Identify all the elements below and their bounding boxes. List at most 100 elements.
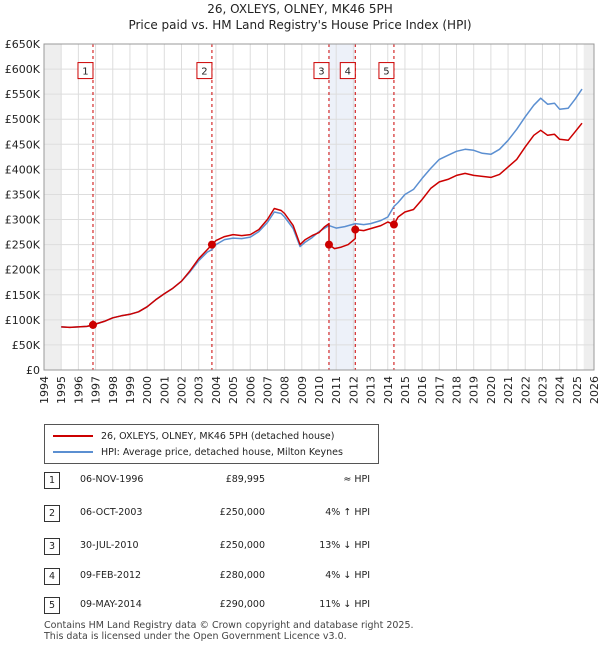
sale-marker-label: 4: [345, 67, 351, 78]
y-tick-label: £650K: [5, 38, 41, 51]
x-tick-label: 2002: [176, 376, 189, 404]
chart-subtitle: Price paid vs. HM Land Registry's House …: [128, 18, 472, 32]
sale-date: 09-FEB-2012: [80, 570, 142, 581]
no-data-region-right: [583, 44, 594, 370]
x-tick-label: 2010: [313, 376, 326, 404]
y-tick-label: £600K: [5, 63, 41, 76]
sale-row: 1 06-NOV-1996 £89,995 ≈ HPI: [0, 472, 600, 490]
y-tick-label: £100K: [5, 314, 41, 327]
sale-price: £280,000: [219, 570, 265, 581]
no-data-region-left: [44, 44, 62, 370]
sale-date: 09-MAY-2014: [80, 599, 142, 610]
x-tick-label: 2007: [261, 376, 274, 404]
sale-hpi-comparison: 13% ↓ HPI: [319, 540, 370, 551]
footer: Contains HM Land Registry data © Crown c…: [44, 620, 414, 642]
x-tick-label: 1999: [124, 376, 137, 404]
sale-number-badge: 1: [44, 472, 60, 489]
x-tick-label: 2005: [227, 376, 240, 404]
sale-hpi-comparison: 4% ↓ HPI: [325, 570, 370, 581]
x-tick-label: 2011: [330, 376, 343, 404]
x-tick-label: 1997: [90, 376, 103, 404]
sale-number-badge: 3: [44, 538, 60, 555]
x-tick-label: 2013: [365, 376, 378, 404]
legend-entry-hpi: HPI: Average price, detached house, Milt…: [53, 445, 343, 459]
x-tick-label: 1994: [38, 376, 51, 404]
x-tick-label: 1995: [55, 376, 68, 404]
x-tick-label: 2000: [141, 376, 154, 404]
y-tick-label: £450K: [5, 138, 41, 151]
sale-point: [207, 240, 216, 249]
y-tick-label: £500K: [5, 113, 41, 126]
x-tick-label: 1996: [72, 376, 85, 404]
footer-copyright: Contains HM Land Registry data © Crown c…: [44, 620, 414, 631]
x-tick-label: 2004: [210, 376, 223, 404]
x-tick-label: 1998: [107, 376, 120, 404]
sale-number-badge: 2: [44, 505, 60, 522]
legend: 26, OXLEYS, OLNEY, MK46 5PH (detached ho…: [44, 424, 379, 464]
price-chart: 1 2 3 4 5 £0 £50K £100K £150K £200K £250K £300K £350…: [5, 38, 600, 404]
x-tick-label: 2017: [433, 376, 446, 404]
x-tick-label: 2012: [347, 376, 360, 404]
x-tick-label: 2001: [158, 376, 171, 404]
sale-marker-label: 1: [82, 67, 88, 78]
sale-date: 30-JUL-2010: [80, 540, 139, 551]
x-tick-label: 2003: [193, 376, 206, 404]
sale-number-badge: 4: [44, 568, 60, 585]
x-tick-label: 2016: [416, 376, 429, 404]
sale-point: [351, 225, 360, 234]
plot-border: [43, 43, 595, 371]
x-tick-label: 2022: [519, 376, 532, 404]
x-tick-label: 2025: [571, 376, 584, 404]
y-tick-label: £300K: [5, 214, 41, 227]
highlight-band: [328, 44, 356, 370]
y-tick-label: £150K: [5, 289, 41, 302]
sale-marker-label-box: [77, 62, 94, 80]
footer-licence: This data is licensed under the Open Gov…: [44, 631, 347, 642]
sale-date: 06-NOV-1996: [80, 474, 144, 485]
sale-row: 4 09-FEB-2012 £280,000 4% ↓ HPI: [0, 568, 600, 586]
y-tick-label: £400K: [5, 163, 41, 176]
y-tick-label: £0: [26, 364, 40, 377]
sale-hpi-comparison: 4% ↑ HPI: [325, 507, 370, 518]
y-tick-label: £200K: [5, 264, 41, 277]
sale-hpi-comparison: ≈ HPI: [343, 474, 370, 485]
property-series-line: [61, 122, 583, 329]
legend-line-hpi: [53, 451, 93, 453]
sale-hpi-comparison: 11% ↓ HPI: [319, 599, 370, 610]
y-tick-label: £550K: [5, 88, 41, 101]
x-tick-label: 2026: [588, 376, 600, 404]
sale-marker-label-box: [339, 62, 356, 80]
x-tick-label: 2020: [485, 376, 498, 404]
sale-row: 3 30-JUL-2010 £250,000 13% ↓ HPI: [0, 538, 600, 556]
x-tick-label: 2021: [502, 376, 515, 404]
sale-marker-label: 2: [201, 67, 207, 78]
x-tick-label: 2014: [382, 376, 395, 404]
sale-date: 06-OCT-2003: [80, 507, 143, 518]
sale-marker-label-box: [313, 62, 330, 80]
x-tick-label: 2015: [399, 376, 412, 404]
x-tick-label: 2024: [554, 376, 567, 404]
sale-number-badge: 5: [44, 597, 60, 614]
x-tick-label: 2008: [279, 376, 292, 404]
sale-marker-label: 3: [318, 67, 324, 78]
y-tick-label: £350K: [5, 188, 41, 201]
x-tick-label: 2019: [468, 376, 481, 404]
sale-price: £89,995: [225, 474, 265, 485]
x-tick-label: 2009: [296, 376, 309, 404]
sale-point: [389, 220, 398, 229]
x-tick-label: 2018: [451, 376, 464, 404]
chart-title: 26, OXLEYS, OLNEY, MK46 5PH: [207, 2, 393, 16]
sale-price: £250,000: [219, 507, 265, 518]
legend-label-hpi: HPI: Average price, detached house, Milt…: [101, 446, 343, 458]
y-tick-label: £50K: [12, 339, 41, 352]
sale-point: [324, 240, 333, 249]
sale-marker-label: 5: [383, 67, 389, 78]
x-tick-label: 2006: [244, 376, 257, 404]
sale-row: 2 06-OCT-2003 £250,000 4% ↑ HPI: [0, 505, 600, 523]
legend-label-property: 26, OXLEYS, OLNEY, MK46 5PH (detached ho…: [101, 430, 335, 442]
sale-price: £250,000: [219, 540, 265, 551]
legend-line-property: [53, 435, 93, 437]
sale-marker-label-box: [378, 62, 395, 80]
y-tick-label: £250K: [5, 239, 41, 252]
sale-price: £290,000: [219, 599, 265, 610]
